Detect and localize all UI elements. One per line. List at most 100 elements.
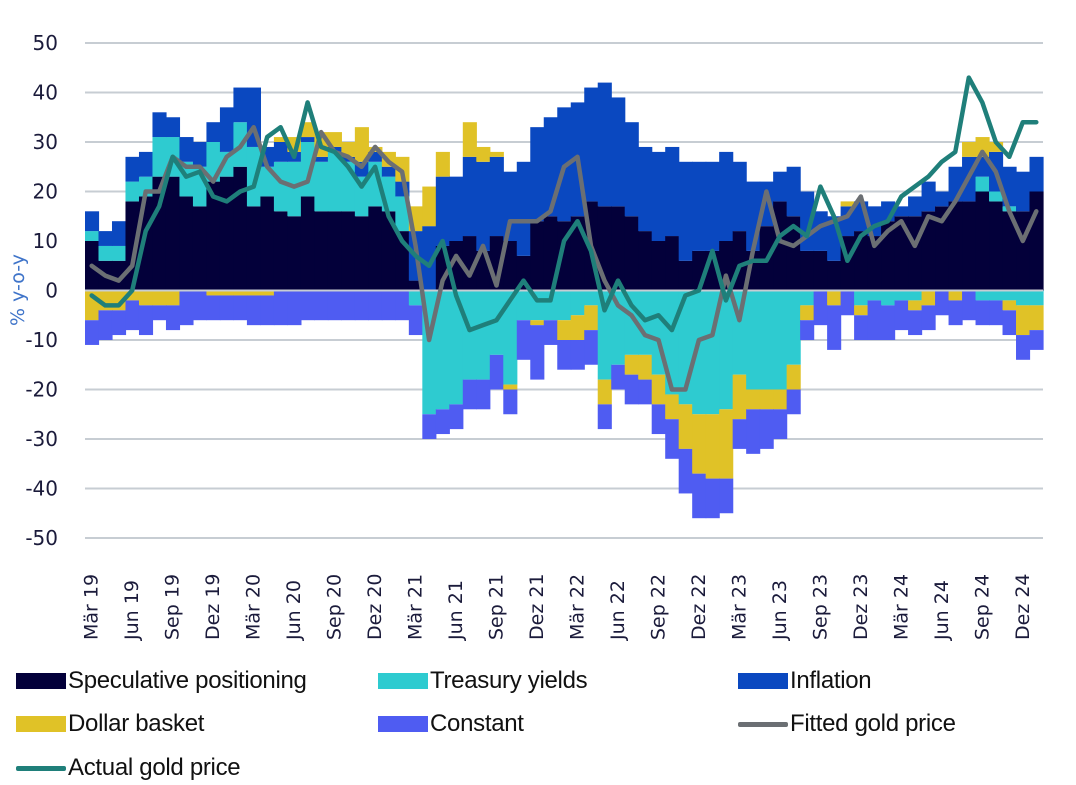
bar-dollar-negative (692, 414, 707, 474)
bar-dollar-negative (219, 290, 235, 296)
bar-treasury-negative (462, 290, 477, 380)
bar-speculative (813, 250, 828, 291)
bar-treasury-negative (1016, 290, 1031, 306)
bar-treasury (314, 161, 329, 212)
bar-speculative (408, 280, 423, 291)
bar-inflation (813, 211, 828, 251)
bar-inflation (273, 142, 288, 162)
bar-treasury-negative (746, 290, 761, 390)
bar-dollar (462, 122, 477, 157)
x-tick-label: Dez 24 (1012, 573, 1034, 640)
bar-constant (867, 300, 882, 340)
bar-inflation (719, 151, 734, 241)
bar-dollar-negative (1029, 305, 1044, 331)
bar-constant (692, 473, 707, 519)
chart: 50 40 30 20 10 0 -10 -20 -30 -40 -50 % y-o-y Mär 1… (7, 31, 1044, 641)
y-tick-label: -40 (25, 477, 58, 501)
bar-dollar (975, 137, 990, 157)
legend-label: Speculative positioning (68, 667, 307, 694)
bar-speculative (935, 206, 950, 291)
legend-item-constant: Constant (378, 707, 524, 741)
bar-inflation (98, 231, 113, 246)
y-tick-label: 10 (33, 229, 58, 253)
bar-inflation (503, 171, 518, 241)
y-tick-label: -20 (25, 378, 58, 402)
bar-constant (665, 419, 680, 459)
bar-constant (543, 320, 558, 345)
bar-speculative (354, 216, 369, 291)
legend-line-swatch (16, 765, 66, 771)
bar-constant (260, 295, 275, 326)
bar-speculative (975, 191, 990, 291)
bar-constant (854, 315, 869, 340)
bar-inflation (651, 151, 666, 241)
bars (85, 82, 1044, 519)
x-tick-label: Sep 21 (486, 574, 508, 640)
bar-inflation (368, 151, 383, 162)
bar-treasury-negative (786, 290, 801, 365)
y-axis-label: % y-o-y (7, 254, 29, 326)
bar-dollar-negative (665, 394, 680, 420)
x-tick-label: Jun 21 (445, 580, 467, 641)
bar-constant (287, 290, 302, 326)
bar-dollar-negative (165, 290, 181, 306)
bar-speculative (165, 176, 181, 291)
bar-constant (948, 300, 963, 326)
bar-treasury-negative (449, 290, 464, 405)
bar-speculative (503, 241, 518, 291)
bar-dollar-negative (260, 290, 275, 296)
bar-constant (516, 320, 531, 360)
bar-constant (395, 290, 410, 321)
bar-treasury-negative (476, 290, 491, 380)
bar-dollar-negative (651, 374, 666, 405)
bar-speculative (827, 260, 842, 291)
bar-treasury-negative (489, 290, 504, 355)
x-tick-label: Mär 22 (567, 574, 589, 640)
bar-inflation (152, 112, 167, 138)
bar-constant (611, 364, 626, 390)
bar-speculative (611, 206, 626, 291)
bar-treasury-negative (516, 290, 531, 321)
bar-inflation (381, 166, 396, 177)
bar-treasury (125, 181, 140, 202)
bar-dollar-negative (125, 290, 140, 301)
bar-speculative (300, 196, 315, 291)
bar-dollar-negative (786, 364, 801, 390)
bar-constant (489, 354, 504, 390)
bar-constant (746, 409, 761, 454)
bar-constant (570, 340, 585, 370)
bar-speculative (219, 176, 235, 291)
bar-constant (246, 295, 262, 326)
bar-inflation (935, 191, 950, 207)
bar-constant (206, 295, 221, 321)
bar-treasury-negative (975, 290, 990, 301)
lines (89, 75, 1039, 392)
bar-speculative (651, 241, 666, 291)
bar-inflation (584, 87, 599, 202)
legend-item-actual-gold-price: Actual gold price (16, 751, 241, 785)
bar-dollar-negative (678, 404, 693, 449)
bar-treasury-negative (759, 290, 774, 390)
bar-treasury (111, 245, 127, 261)
bar-constant (165, 305, 181, 331)
bar-constant (314, 290, 329, 321)
bar-treasury-negative (773, 290, 788, 390)
bar-inflation (85, 211, 100, 232)
bar-dollar (354, 127, 369, 162)
bar-constant (422, 414, 437, 439)
bar-inflation (692, 161, 707, 251)
bar-constant (827, 305, 842, 350)
x-tick-label: Sep 19 (162, 574, 184, 640)
bar-dollar-negative (921, 290, 936, 306)
bar-speculative (962, 201, 977, 291)
legend-swatch (378, 716, 428, 732)
bar-inflation (435, 176, 450, 246)
bar-speculative (314, 211, 329, 291)
legend-swatch (16, 673, 66, 689)
bar-treasury-negative (894, 290, 909, 301)
bar-treasury-negative (908, 290, 923, 301)
legend-swatch (378, 673, 428, 689)
bar-speculative (1016, 211, 1031, 291)
legend-item-treasury-yields: Treasury yields (378, 664, 588, 698)
bar-dollar (300, 122, 315, 138)
